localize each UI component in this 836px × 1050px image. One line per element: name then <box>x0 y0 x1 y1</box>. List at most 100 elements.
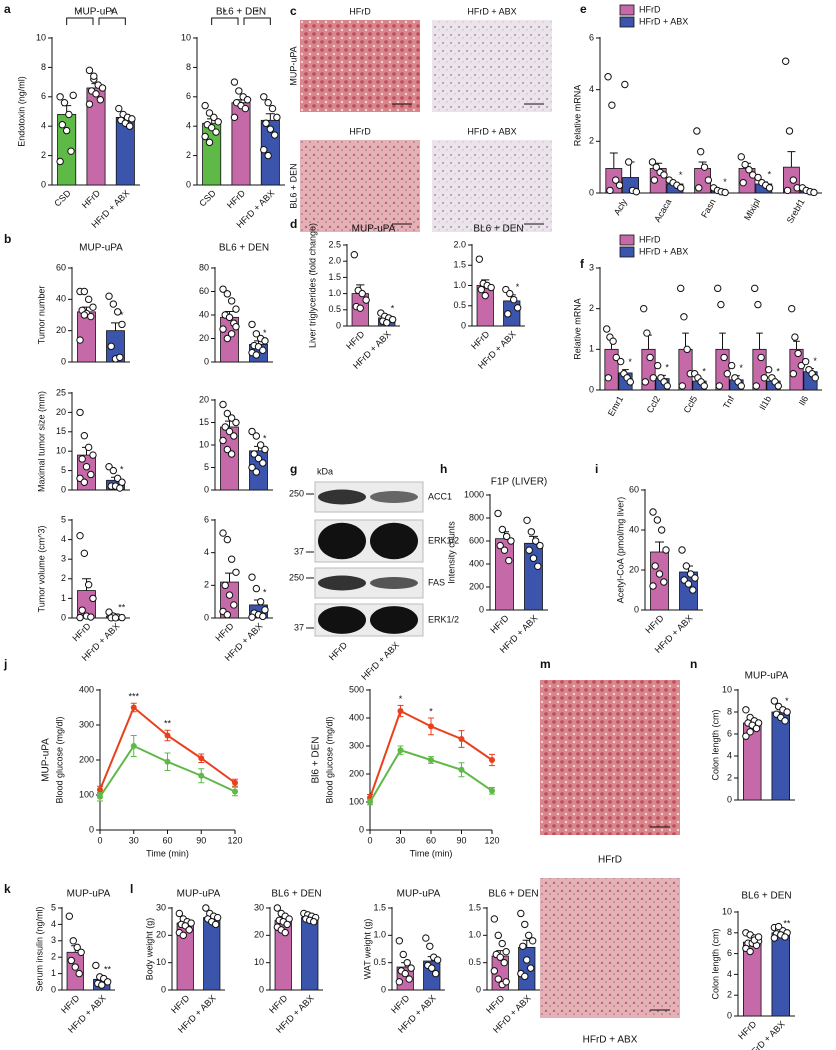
data-point <box>649 508 657 516</box>
y-axis-label: Tumor number <box>36 286 46 345</box>
data-point <box>510 295 518 304</box>
chart-title: MUP-uPA <box>352 224 396 235</box>
data-point <box>356 304 364 312</box>
x-tick-label: Il6 <box>797 394 810 407</box>
data-point <box>221 423 229 431</box>
significance: * <box>223 7 227 17</box>
data-point <box>723 370 732 378</box>
bar <box>203 917 221 991</box>
data-point <box>254 454 263 463</box>
chart-title: MUP-uPA <box>177 889 221 900</box>
data-point <box>268 104 277 113</box>
data-point <box>89 451 97 459</box>
y-axis-label: Relative mRNA <box>572 85 582 147</box>
data-point <box>770 697 779 705</box>
data-point <box>490 967 499 975</box>
data-point <box>82 463 91 471</box>
y-tick-label: 0 <box>51 984 56 994</box>
x-tick-label: HFrD <box>213 621 236 644</box>
data-point <box>281 928 289 937</box>
x-tick-label: 60 <box>162 835 172 845</box>
data-point <box>526 964 535 972</box>
data-point <box>58 121 67 129</box>
data-point <box>737 382 745 390</box>
data-point <box>252 351 261 359</box>
y-tick-label: 8 <box>727 706 732 716</box>
y-tick-label: 0 <box>479 604 484 614</box>
significance: * <box>391 303 395 313</box>
significance: ** <box>104 964 112 974</box>
x-tick-label: 90 <box>456 835 466 845</box>
y-tick-label: 30 <box>156 902 166 912</box>
data-point <box>523 516 531 524</box>
data-point <box>71 963 79 971</box>
y-axis-label: Tumor volume (cm^3) <box>36 526 46 613</box>
data-point <box>259 612 267 621</box>
significance: * <box>263 587 267 597</box>
data-point <box>90 72 98 80</box>
data-point <box>621 80 629 89</box>
data-point <box>640 304 648 313</box>
data-point <box>765 184 774 192</box>
line-marker <box>458 736 465 742</box>
data-point <box>680 313 688 321</box>
data-point <box>781 717 789 725</box>
y-tick-label: 2 <box>727 990 732 1000</box>
data-point <box>700 163 709 171</box>
data-point <box>80 478 89 486</box>
line-marker <box>397 708 404 714</box>
data-point <box>84 443 93 452</box>
data-point <box>494 509 502 518</box>
y-tick-label: 2.0 <box>453 239 466 249</box>
data-point <box>232 305 240 313</box>
data-point <box>781 57 790 65</box>
significance: * <box>516 282 520 292</box>
x-tick-label: HFrD <box>169 993 192 1016</box>
lane-label: HFrD <box>327 640 350 663</box>
histology-image <box>432 140 552 232</box>
y-tick-label: 2 <box>41 150 46 160</box>
y-tick-label: 5 <box>61 514 66 524</box>
data-point <box>264 151 272 160</box>
line-marker <box>428 723 434 730</box>
x-tick-label: Emr1 <box>606 394 625 418</box>
data-point <box>745 166 753 174</box>
data-point <box>521 972 529 981</box>
data-point <box>223 535 232 544</box>
significance: ** <box>118 602 126 612</box>
data-point <box>252 584 261 593</box>
y-tick-label: 0 <box>359 824 364 834</box>
y-tick-label: 5 <box>61 465 66 475</box>
y-tick-label: 0 <box>336 320 341 330</box>
data-point <box>214 118 222 126</box>
data-point <box>125 122 134 130</box>
data-point <box>248 320 256 329</box>
data-point <box>248 573 256 581</box>
data-point <box>757 353 765 362</box>
chart-title: MUP-uPA <box>67 889 111 900</box>
data-point <box>103 978 112 986</box>
y-tick-label: 2 <box>51 952 56 962</box>
y-tick-label: 10 <box>722 906 732 916</box>
data-point <box>401 969 409 978</box>
blot-marker: 250 <box>289 488 304 498</box>
data-point <box>201 101 209 110</box>
y-tick-label: 0 <box>204 612 209 622</box>
line-marker <box>232 779 238 786</box>
data-point <box>477 285 486 294</box>
data-point <box>248 613 256 621</box>
x-tick-label: 120 <box>227 835 242 845</box>
legend-label: HFrD + ABX <box>639 16 688 26</box>
data-point <box>490 915 499 923</box>
y-tick-label: 20 <box>56 325 66 335</box>
data-point <box>785 127 794 135</box>
panel-letter: m <box>540 657 551 671</box>
y-tick-label: 15 <box>56 426 66 436</box>
x-tick-label: HFrD <box>80 188 103 211</box>
x-tick-label: HFrD <box>225 188 248 211</box>
line-marker <box>428 757 434 763</box>
data-point <box>225 427 234 436</box>
data-point <box>720 353 728 362</box>
data-point <box>494 931 502 940</box>
